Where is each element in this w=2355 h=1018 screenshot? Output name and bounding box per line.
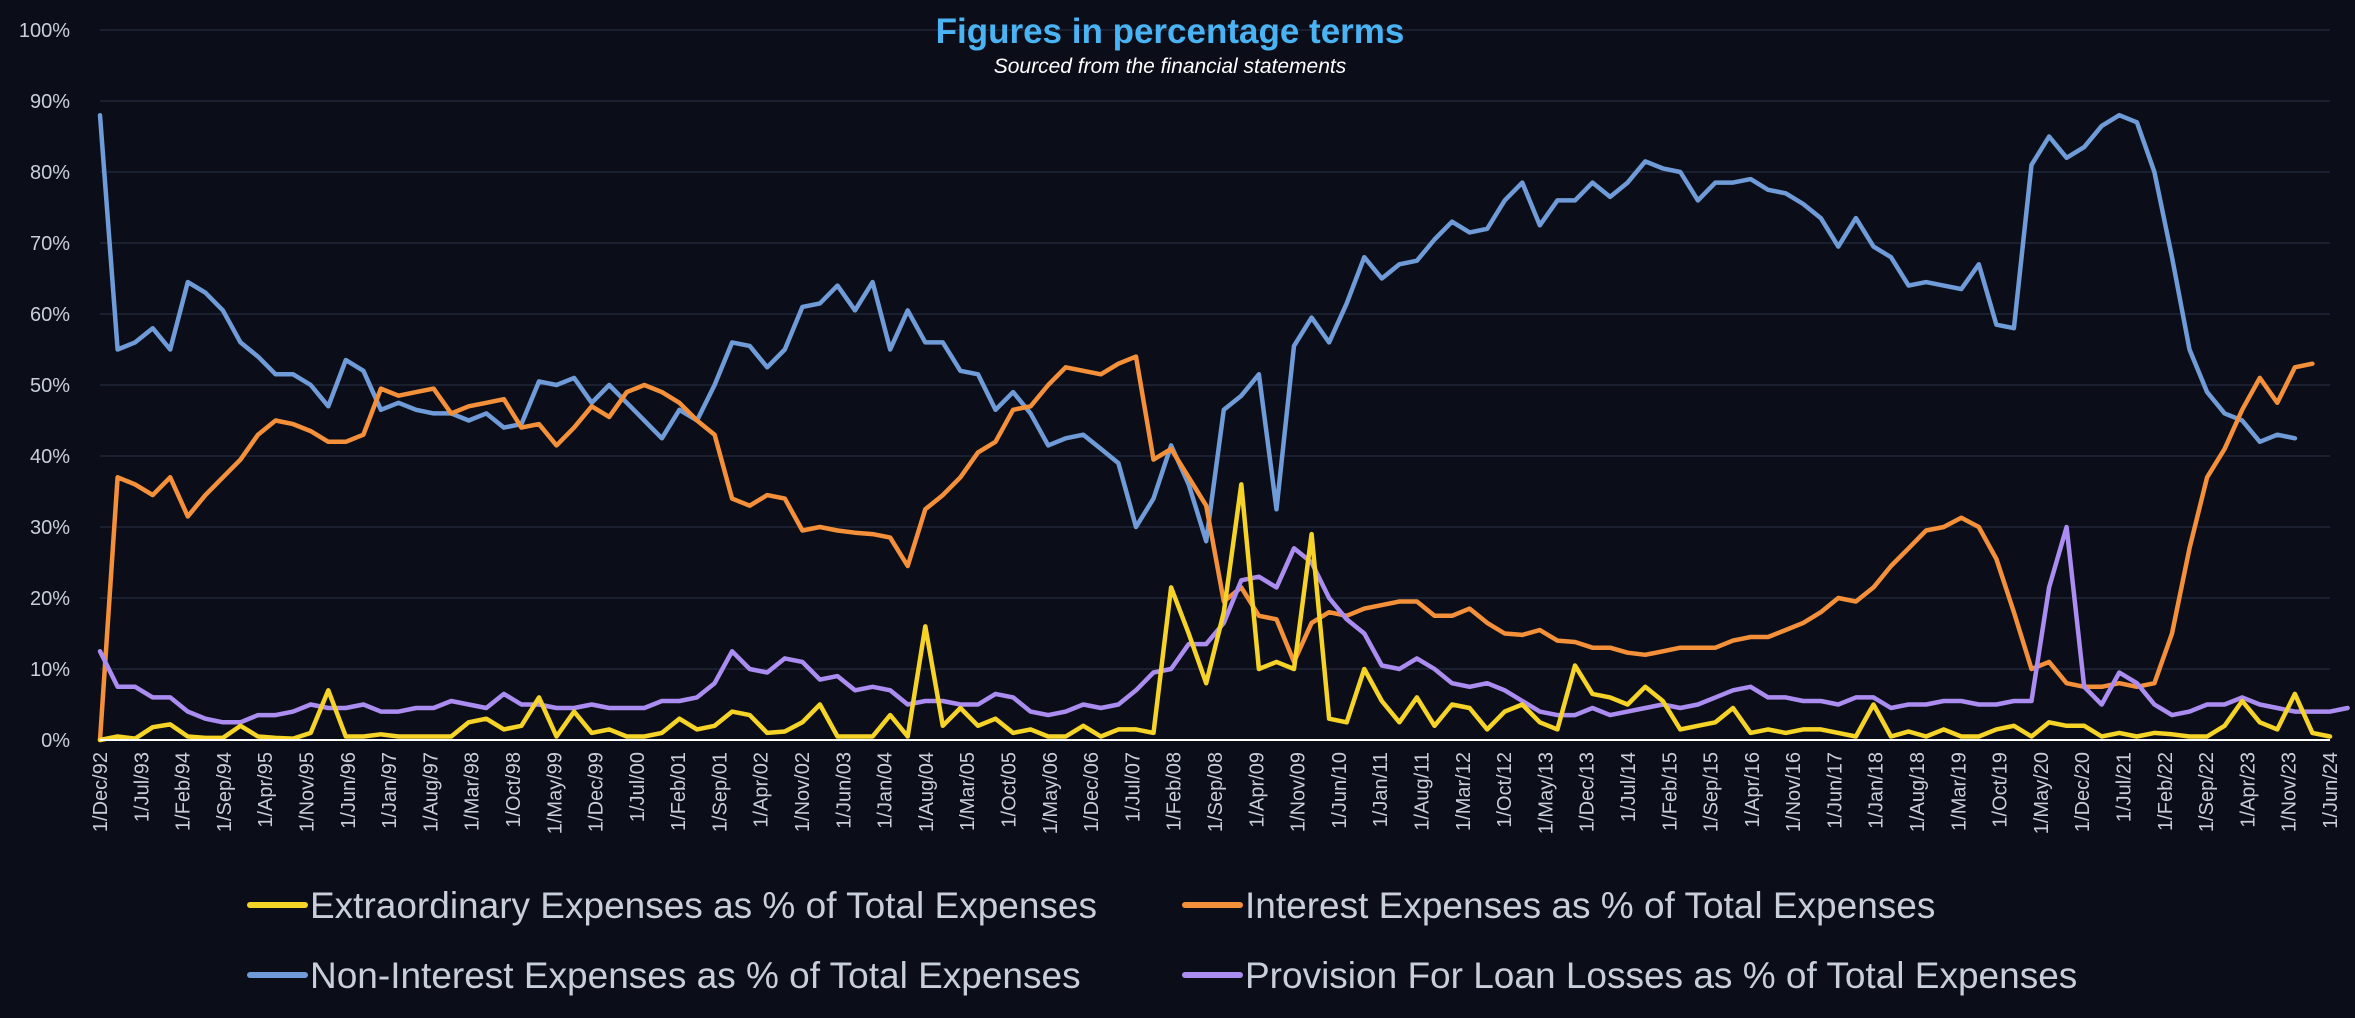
x-tick-label: 1/Mar/12 <box>1453 752 1475 831</box>
x-tick-label: 1/Feb/08 <box>1164 752 1186 831</box>
x-tick-label: 1/Jun/96 <box>338 752 360 829</box>
x-tick-label: 1/Aug/11 <box>1411 752 1433 831</box>
legend: Extraordinary Expenses as % of Total Exp… <box>247 885 2077 996</box>
y-tick-label: 60% <box>30 304 70 326</box>
legend-label: Provision For Loan Losses as % of Total … <box>1245 955 2077 996</box>
y-tick-label: 0% <box>41 730 70 752</box>
x-tick-label: 1/Jan/11 <box>1370 752 1392 827</box>
x-tick-label: 1/Sep/22 <box>2196 752 2218 832</box>
x-tick-label: 1/Jun/17 <box>1824 752 1846 829</box>
x-tick-label: 1/Apr/16 <box>1742 752 1764 828</box>
x-tick-label: 1/Jan/04 <box>875 752 897 829</box>
x-tick-label: 1/Sep/08 <box>1205 752 1227 832</box>
x-tick-label: 1/Jul/14 <box>1618 752 1640 822</box>
x-tick-label: 1/Sep/94 <box>214 752 236 832</box>
x-tick-label: 1/Mar/19 <box>1948 752 1970 831</box>
x-tick-label: 1/Feb/22 <box>2155 752 2177 831</box>
series-line-3 <box>97 112 2298 544</box>
x-tick-label: 1/Oct/19 <box>1990 752 2012 828</box>
x-tick-label: 1/Oct/05 <box>999 752 1021 828</box>
x-tick-label: 1/May/13 <box>1535 752 1557 834</box>
x-tick-label: 1/Feb/94 <box>173 752 195 831</box>
x-tick-label: 1/Oct/12 <box>1494 752 1516 828</box>
x-tick-label: 1/Dec/20 <box>2072 752 2094 832</box>
x-tick-label: 1/Dec/06 <box>1081 752 1103 832</box>
y-axis-tick-labels: 0% 10% 20% 30% 40% 50% 60% 70% 80% 90% 100% <box>19 20 70 752</box>
x-tick-label: 1/Jan/97 <box>379 752 401 829</box>
x-tick-label: 1/Aug/04 <box>916 752 938 832</box>
x-tick-label: 1/Jun/10 <box>1329 752 1351 829</box>
series-line-4 <box>97 524 2350 725</box>
x-tick-label: 1/Nov/95 <box>296 752 318 832</box>
series-line-2 <box>97 354 2315 743</box>
x-tick-label: 1/May/20 <box>2031 752 2053 834</box>
x-tick-label: 1/Jun/24 <box>2320 752 2342 829</box>
y-tick-label: 90% <box>30 91 70 113</box>
x-tick-label: 1/Mar/05 <box>957 752 979 831</box>
x-tick-label: 1/May/06 <box>1040 752 1062 834</box>
x-tick-label: 1/Jul/93 <box>131 752 153 822</box>
x-tick-label: 1/Oct/98 <box>503 752 525 828</box>
x-tick-label: 1/Apr/09 <box>1246 752 1268 828</box>
y-tick-label: 30% <box>30 517 70 539</box>
x-tick-label: 1/Dec/99 <box>586 752 608 832</box>
gridlines <box>100 29 2330 670</box>
x-tick-label: 1/Dec/92 <box>90 752 112 832</box>
x-tick-label: 1/Nov/16 <box>1783 752 1805 832</box>
y-tick-label: 40% <box>30 446 70 468</box>
x-tick-label: 1/May/99 <box>544 752 566 834</box>
x-tick-label: 1/Jan/18 <box>1866 752 1888 829</box>
x-tick-label: 1/Sep/01 <box>709 752 731 832</box>
x-tick-label: 1/Aug/97 <box>420 752 442 832</box>
y-tick-label: 100% <box>19 20 70 42</box>
y-tick-label: 10% <box>30 659 70 681</box>
y-tick-label: 20% <box>30 588 70 610</box>
y-tick-label: 70% <box>30 233 70 255</box>
x-tick-label: 1/Jul/07 <box>1122 752 1144 822</box>
legend-label: Interest Expenses as % of Total Expenses <box>1245 885 1935 926</box>
x-tick-label: 1/Nov/09 <box>1288 752 1310 832</box>
x-tick-label: 1/Apr/95 <box>255 752 277 828</box>
chart-subtitle: Sourced from the financial statements <box>994 55 1347 78</box>
x-tick-label: 1/Nov/02 <box>792 752 814 832</box>
chart-title: Figures in percentage terms <box>936 12 1405 51</box>
x-tick-label: 1/Jun/03 <box>833 752 855 829</box>
x-tick-label: 1/Apr/23 <box>2237 752 2259 828</box>
x-tick-label: 1/Dec/13 <box>1577 752 1599 832</box>
x-tick-label: 1/Feb/01 <box>668 752 690 831</box>
legend-label: Extraordinary Expenses as % of Total Exp… <box>310 885 1097 926</box>
x-tick-label: 1/Apr/02 <box>751 752 773 828</box>
y-tick-label: 80% <box>30 162 70 184</box>
x-tick-label: 1/Jul/21 <box>2114 752 2136 822</box>
x-tick-label: 1/Aug/18 <box>1907 752 1929 832</box>
x-tick-label: 1/Sep/15 <box>1701 752 1723 832</box>
legend-label: Non-Interest Expenses as % of Total Expe… <box>310 955 1081 996</box>
series-line-1 <box>97 482 2333 743</box>
x-axis-tick-labels: 1/Dec/92 1/Jul/93 1/Feb/94 1/Sep/94 1/Apr/95… <box>90 752 2342 834</box>
y-tick-label: 50% <box>30 375 70 397</box>
x-tick-label: 1/Mar/98 <box>462 752 484 831</box>
x-tick-label: 1/Feb/15 <box>1659 752 1681 831</box>
x-tick-label: 1/Jul/00 <box>627 752 649 822</box>
x-tick-label: 1/Nov/23 <box>2279 752 2301 832</box>
series-lines <box>97 112 2350 743</box>
